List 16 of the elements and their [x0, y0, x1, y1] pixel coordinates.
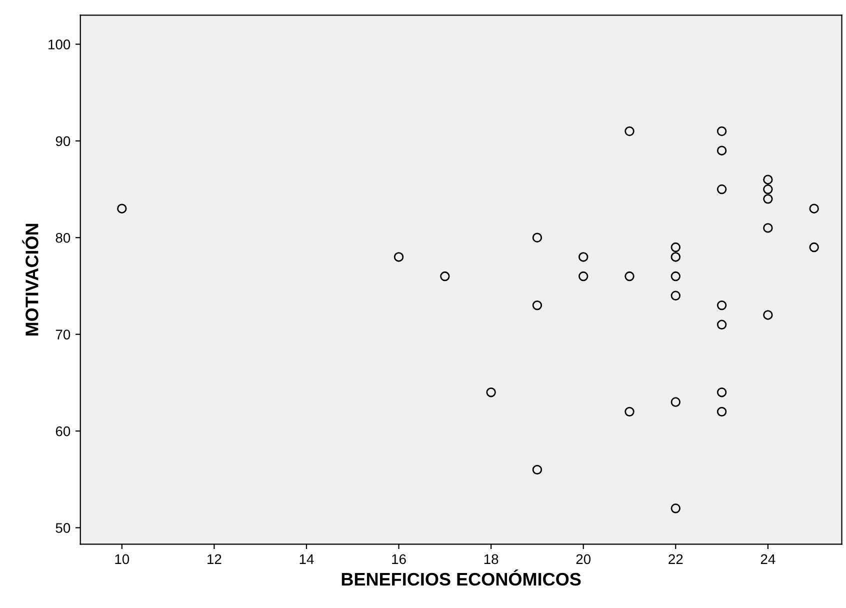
x-tick-label: 10: [115, 554, 130, 564]
x-tick-label: 16: [392, 554, 406, 564]
x-tick-label: 22: [668, 554, 683, 564]
x-tick-label: 12: [208, 554, 222, 564]
y-tick-label: 90: [56, 136, 70, 146]
x-tick-label: 18: [484, 554, 498, 564]
x-tick-label: 24: [760, 554, 776, 564]
y-axis-title: MOTIVACIÓN: [22, 224, 38, 336]
y-tick-label: 100: [48, 40, 70, 50]
y-tick-label: 50: [56, 523, 70, 533]
x-tick-label: 20: [576, 554, 591, 564]
x-axis-title: BENEFICIOS ECONÓMICOS: [342, 569, 581, 586]
y-tick-label: 70: [56, 330, 70, 340]
y-tick-label: 80: [56, 232, 70, 243]
x-tick-label: 14: [300, 554, 314, 564]
y-tick-label: 60: [56, 426, 70, 436]
